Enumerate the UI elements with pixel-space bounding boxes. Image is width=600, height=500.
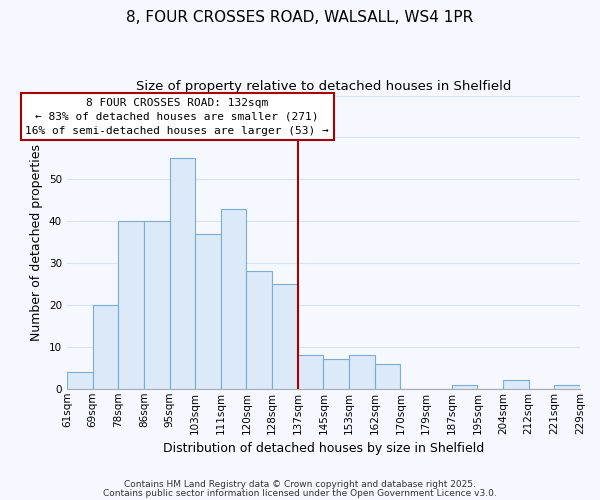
Bar (375, 364, 400, 389)
Bar (247, 272, 272, 389)
Text: Contains public sector information licensed under the Open Government Licence v3: Contains public sector information licen… (103, 490, 497, 498)
Bar (170, 158, 195, 389)
Bar (503, 380, 529, 389)
Bar (144, 221, 170, 389)
Text: 8 FOUR CROSSES ROAD: 132sqm
← 83% of detached houses are smaller (271)
16% of se: 8 FOUR CROSSES ROAD: 132sqm ← 83% of det… (25, 98, 329, 136)
Bar (298, 356, 323, 389)
X-axis label: Distribution of detached houses by size in Shelfield: Distribution of detached houses by size … (163, 442, 484, 455)
Bar (221, 208, 247, 389)
Bar (118, 221, 144, 389)
Title: Size of property relative to detached houses in Shelfield: Size of property relative to detached ho… (136, 80, 511, 93)
Bar (349, 356, 375, 389)
Bar (323, 360, 349, 389)
Y-axis label: Number of detached properties: Number of detached properties (31, 144, 43, 340)
Text: Contains HM Land Registry data © Crown copyright and database right 2025.: Contains HM Land Registry data © Crown c… (124, 480, 476, 489)
Bar (272, 284, 298, 389)
Bar (67, 372, 92, 389)
Bar (92, 305, 118, 389)
Bar (195, 234, 221, 389)
Bar (554, 384, 580, 389)
Text: 8, FOUR CROSSES ROAD, WALSALL, WS4 1PR: 8, FOUR CROSSES ROAD, WALSALL, WS4 1PR (127, 10, 473, 25)
Bar (452, 384, 478, 389)
